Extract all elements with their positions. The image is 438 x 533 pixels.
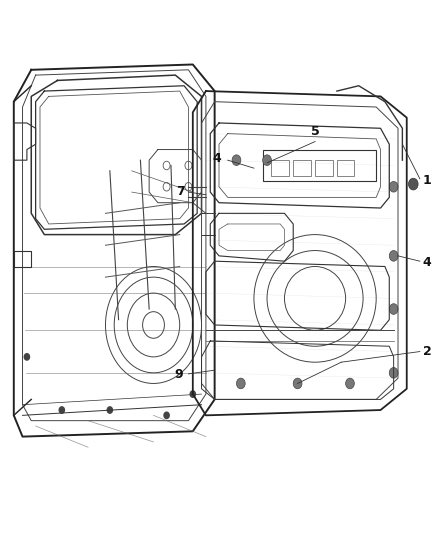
- Circle shape: [389, 368, 398, 378]
- Circle shape: [237, 378, 245, 389]
- Circle shape: [24, 354, 29, 360]
- Text: 9: 9: [175, 368, 183, 382]
- Circle shape: [293, 378, 302, 389]
- Bar: [293, 160, 311, 176]
- Circle shape: [107, 407, 113, 413]
- Text: 5: 5: [311, 125, 319, 138]
- Circle shape: [59, 407, 64, 413]
- Circle shape: [389, 251, 398, 261]
- Circle shape: [346, 378, 354, 389]
- Circle shape: [164, 412, 169, 418]
- Text: 1: 1: [423, 174, 431, 187]
- Bar: [272, 160, 289, 176]
- Bar: [337, 160, 354, 176]
- Circle shape: [389, 304, 398, 314]
- Circle shape: [409, 178, 418, 190]
- Text: 4: 4: [212, 152, 221, 165]
- Circle shape: [263, 155, 272, 165]
- Bar: [263, 150, 376, 181]
- Text: 2: 2: [423, 345, 431, 358]
- Bar: [315, 160, 332, 176]
- Text: 4: 4: [423, 256, 431, 269]
- Circle shape: [389, 181, 398, 192]
- Circle shape: [232, 155, 241, 165]
- Circle shape: [190, 391, 195, 397]
- Text: 7: 7: [176, 185, 185, 198]
